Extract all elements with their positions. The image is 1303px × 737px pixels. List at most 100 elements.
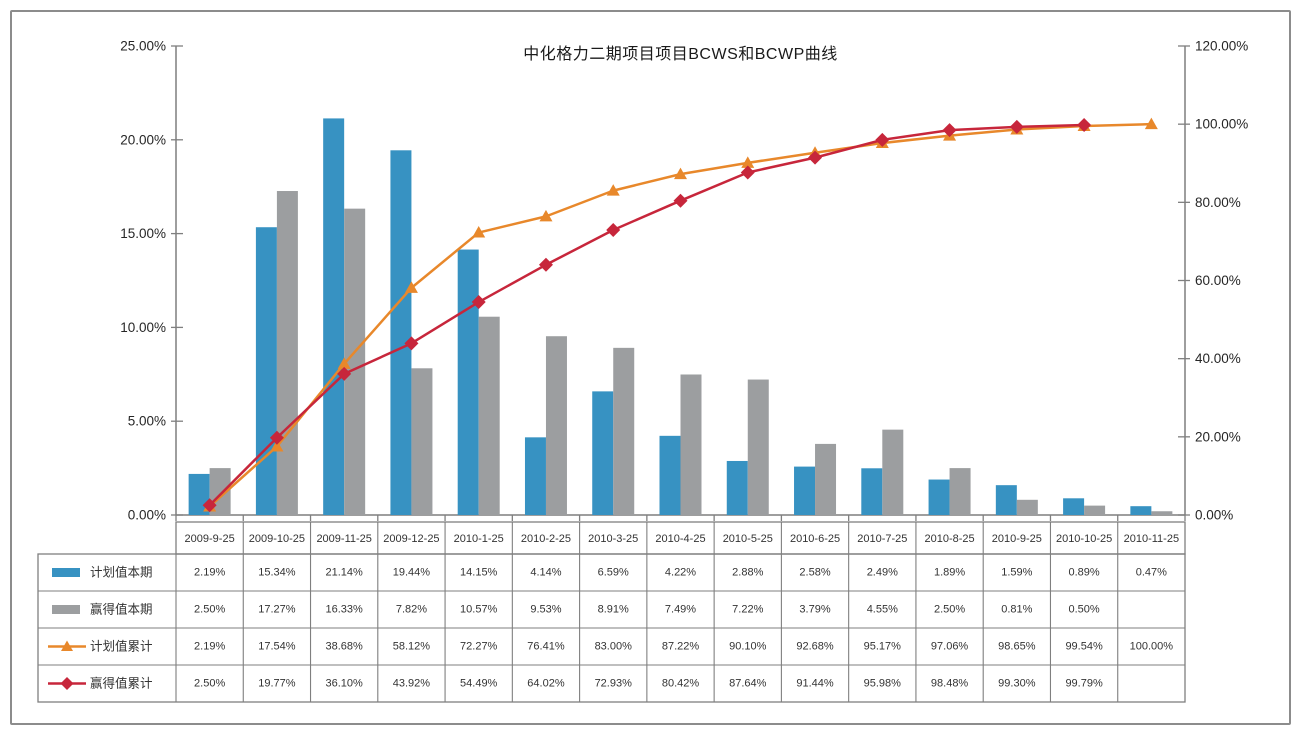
- planned-cumulative-marker: [741, 156, 755, 168]
- bar-planned-current: [255, 227, 277, 515]
- bar-planned-current: [995, 485, 1017, 515]
- bar-earned-current: [478, 316, 500, 515]
- table-header-cell: 2010-10-25: [1056, 533, 1112, 545]
- bar-planned-current: [794, 466, 816, 515]
- table-cell: 83.00%: [595, 641, 633, 653]
- table-cell: 90.10%: [729, 641, 767, 653]
- table-header-cell: 2009-9-25: [185, 533, 235, 545]
- right-axis-tick-label: 20.00%: [1195, 429, 1241, 444]
- table-header-cell: 2010-4-25: [655, 533, 705, 545]
- table-cell: 54.49%: [460, 678, 498, 690]
- earned-cumulative-marker: [673, 193, 688, 208]
- right-axis-tick-label: 0.00%: [1195, 508, 1233, 523]
- table-cell: 2.88%: [732, 567, 763, 579]
- table-cell: 2.49%: [867, 567, 898, 579]
- bar-planned-current: [928, 479, 950, 515]
- bar-earned-current: [1151, 511, 1173, 515]
- planned-cumulative-marker: [404, 281, 418, 293]
- bar-planned-current: [390, 150, 412, 515]
- table-cell: 43.92%: [393, 678, 431, 690]
- left-axis-tick-label: 10.00%: [120, 320, 166, 335]
- bar-planned-current: [1063, 498, 1085, 515]
- table-cell: 0.50%: [1068, 604, 1099, 616]
- table-cell: 2.19%: [194, 641, 225, 653]
- planned-cumulative-marker: [539, 209, 553, 222]
- planned-cumulative-marker: [674, 167, 687, 180]
- table-header-cell: 2010-11-25: [1124, 533, 1179, 545]
- right-axis-tick-label: 60.00%: [1195, 273, 1241, 288]
- table-cell: 38.68%: [326, 641, 364, 653]
- legend-swatch-earned-current: [52, 605, 80, 614]
- bar-earned-current: [613, 347, 635, 515]
- table-cell: 17.54%: [258, 641, 296, 653]
- table-cell: 15.34%: [258, 567, 296, 579]
- bar-earned-current: [545, 336, 567, 515]
- earned-cumulative-marker: [875, 132, 890, 147]
- table-cell: 100.00%: [1130, 641, 1174, 653]
- table-cell: 3.79%: [799, 604, 830, 616]
- table-cell: 7.82%: [396, 604, 427, 616]
- table-cell: 87.22%: [662, 641, 700, 653]
- table-cell: 21.14%: [326, 567, 364, 579]
- table-cell: 1.59%: [1001, 567, 1032, 579]
- right-axis-tick-label: 80.00%: [1195, 195, 1241, 210]
- table-cell: 99.54%: [1065, 641, 1103, 653]
- table-cell: 64.02%: [527, 678, 565, 690]
- bar-planned-current: [726, 460, 748, 515]
- left-axis-tick-label: 15.00%: [120, 226, 166, 241]
- bar-planned-current: [592, 391, 614, 515]
- table-header-cell: 2009-10-25: [249, 533, 305, 545]
- table-cell: 2.50%: [194, 604, 225, 616]
- planned-cumulative-marker: [337, 357, 351, 369]
- table-cell: 72.27%: [460, 641, 498, 653]
- table-cell: 7.49%: [665, 604, 696, 616]
- bar-earned-current: [949, 468, 971, 515]
- bar-planned-current: [659, 435, 681, 515]
- table-cell: 4.22%: [665, 567, 696, 579]
- table-cell: 7.22%: [732, 604, 763, 616]
- table-cell: 58.12%: [393, 641, 431, 653]
- table-header-cell: 2010-9-25: [992, 533, 1042, 545]
- table-cell: 19.44%: [393, 567, 431, 579]
- table-cell: 16.33%: [326, 604, 364, 616]
- table-cell: 14.15%: [460, 567, 498, 579]
- table-cell: 99.79%: [1065, 678, 1103, 690]
- table-cell: 1.89%: [934, 567, 965, 579]
- table-cell: 95.17%: [864, 641, 902, 653]
- earned-cumulative-marker: [1077, 117, 1092, 132]
- table-cell: 19.77%: [258, 678, 296, 690]
- bar-earned-current: [882, 429, 904, 515]
- table-header-cell: 2010-7-25: [857, 533, 907, 545]
- table-cell: 2.19%: [194, 567, 225, 579]
- earned-cumulative-marker: [269, 430, 284, 445]
- legend-label-planned-cumulative: 计划值累计: [90, 639, 153, 654]
- table-cell: 95.98%: [864, 678, 902, 690]
- earned-cumulative-marker: [740, 165, 755, 180]
- bar-planned-current: [861, 468, 883, 515]
- table-cell: 4.14%: [530, 567, 561, 579]
- earned-cumulative-marker: [337, 366, 352, 381]
- table-header-cell: 2010-3-25: [588, 533, 638, 545]
- table-cell: 98.65%: [998, 641, 1036, 653]
- table-cell: 76.41%: [527, 641, 565, 653]
- bar-earned-current: [815, 443, 837, 515]
- bar-earned-current: [276, 191, 298, 515]
- table-cell: 92.68%: [796, 641, 834, 653]
- left-axis-tick-label: 0.00%: [128, 508, 166, 523]
- earned-cumulative-marker: [942, 123, 957, 138]
- bar-earned-current: [680, 374, 702, 515]
- bar-planned-current: [457, 249, 479, 515]
- bar-earned-current: [344, 208, 366, 515]
- chart-frame: [10, 10, 1291, 725]
- left-axis-tick-label: 5.00%: [128, 414, 166, 429]
- table-cell: 36.10%: [326, 678, 364, 690]
- table-header-cell: 2010-8-25: [924, 533, 974, 545]
- planned-cumulative-marker: [1144, 117, 1158, 130]
- planned-cumulative-marker: [606, 184, 620, 196]
- earned-cumulative-marker: [1009, 119, 1024, 134]
- left-axis-tick-label: 25.00%: [120, 39, 166, 54]
- table-cell: 97.06%: [931, 641, 969, 653]
- legend-label-earned-cumulative: 赢得值累计: [90, 676, 153, 691]
- earned-cumulative-marker: [808, 150, 823, 165]
